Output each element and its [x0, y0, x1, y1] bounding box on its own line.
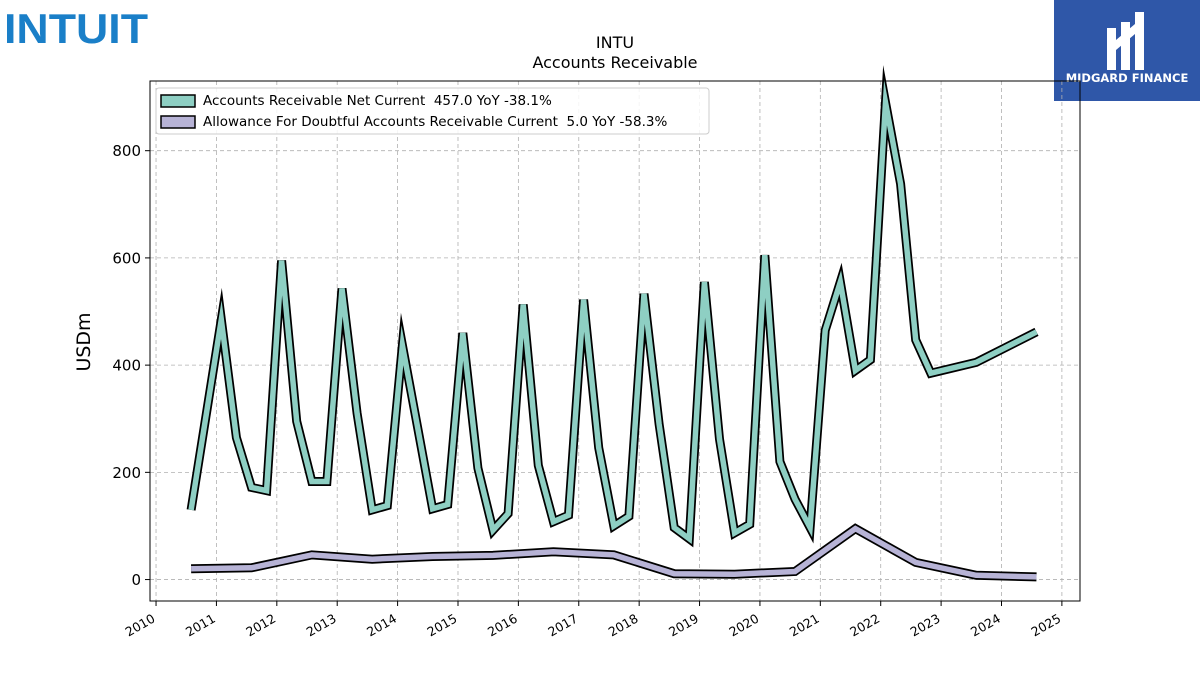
y-axis-ticks: 0 200 400 600 800	[112, 142, 150, 589]
x-axis-ticks: 2010 2011 2012 2013 2014 2015 2016 2017 2018 2019…	[122, 601, 1063, 640]
x-tick-label: 2024	[968, 611, 1003, 640]
x-tick-label: 2025	[1028, 611, 1063, 640]
y-tick-label: 600	[112, 249, 141, 267]
legend: Accounts Receivable Net Current 457.0 Yo…	[155, 87, 710, 135]
x-tick-label: 2021	[787, 611, 822, 640]
legend-swatch-allowance	[160, 115, 196, 129]
y-tick-label: 200	[112, 464, 141, 482]
x-tick-label: 2012	[243, 611, 278, 640]
legend-swatch-ar-net	[160, 94, 196, 108]
legend-label-ar-net: Accounts Receivable Net Current 457.0 Yo…	[203, 93, 552, 109]
series-line-0	[188, 79, 1038, 545]
legend-frame	[155, 87, 710, 135]
midgard-finance-badge: MIDGARD FINANCE	[1054, 0, 1200, 101]
series-line-1	[191, 525, 1037, 580]
y-tick-label: 800	[112, 142, 141, 160]
x-tick-label: 2015	[424, 611, 459, 640]
intuit-logo: INTUIT	[4, 5, 148, 50]
chart-title: INTU	[596, 33, 634, 52]
chart-subtitle: Accounts Receivable	[532, 53, 697, 72]
series-lines	[186, 65, 1039, 582]
x-tick-label: 2018	[606, 611, 641, 640]
plot-frame	[149, 80, 1081, 602]
x-tick-label: 2011	[183, 611, 218, 640]
badge-text: MIDGARD FINANCE	[1066, 71, 1189, 85]
y-axis-label: USDm	[73, 312, 95, 371]
x-tick-label: 2013	[304, 611, 339, 640]
y-tick-label: 0	[131, 571, 141, 589]
legend-label-allowance: Allowance For Doubtful Accounts Receivab…	[203, 114, 667, 130]
midgard-emblem-icon	[1107, 12, 1144, 70]
x-tick-label: 2014	[364, 611, 399, 640]
x-tick-label: 2016	[485, 611, 520, 640]
x-tick-label: 2023	[908, 611, 943, 640]
x-tick-label: 2010	[122, 611, 157, 640]
x-tick-label: 2020	[726, 611, 761, 640]
y-tick-label: 400	[112, 357, 141, 375]
x-tick-label: 2019	[666, 611, 701, 640]
intuit-logo-text: INTUIT	[4, 5, 148, 50]
x-tick-label: 2022	[847, 611, 882, 640]
x-tick-label: 2017	[545, 611, 580, 640]
series-outline-0	[186, 65, 1039, 548]
